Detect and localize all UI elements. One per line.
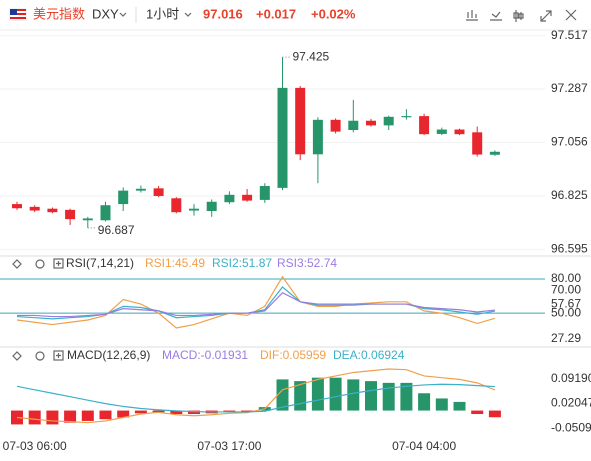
candle-body: [206, 201, 217, 212]
y-tick-label: 0.02047: [551, 396, 591, 410]
histogram-bar: [400, 382, 413, 411]
candle-body: [153, 188, 164, 196]
histogram-bar: [117, 410, 130, 418]
histogram-bar: [134, 410, 147, 414]
legend-entry: DEA:0.06924: [333, 348, 405, 362]
candle-body: [189, 208, 199, 211]
histogram-bar: [81, 410, 94, 421]
y-tick-label: 97.287: [551, 81, 588, 95]
histogram-bar: [46, 410, 59, 425]
indicator-line: [16, 383, 495, 413]
histogram-bar: [453, 401, 466, 411]
flag-icon: [9, 8, 27, 21]
candle-body: [489, 151, 500, 155]
y-tick-label: 50.00: [551, 305, 581, 319]
candle-body: [29, 206, 40, 211]
candle-body: [348, 120, 359, 130]
candle-body: [454, 129, 465, 135]
price: 97.016: [203, 6, 243, 21]
candle-body: [100, 205, 111, 221]
x-tick-label: 07-03 17:00: [197, 439, 261, 453]
y-tick-label: 96.595: [551, 241, 588, 255]
candle-body: [295, 87, 306, 155]
histogram-bar: [347, 379, 360, 411]
indicator-line: [16, 368, 496, 424]
histogram-bar: [99, 410, 112, 420]
candle-body: [436, 129, 447, 134]
histogram-bar: [435, 398, 448, 411]
change-percent: +0.02%: [311, 6, 356, 21]
candle-body: [419, 116, 430, 135]
legend-entry: MACD:-0.01931: [162, 348, 248, 362]
histogram-bar: [365, 381, 377, 411]
candle-body: [224, 194, 235, 203]
candle-body: [171, 198, 182, 213]
min-label: 96.687: [98, 223, 135, 237]
candle-body: [47, 208, 58, 213]
candle-body: [65, 209, 76, 220]
max-label: 97.425: [293, 49, 330, 63]
candle-body: [330, 119, 341, 132]
histogram-bar: [64, 410, 77, 423]
indicator-line: [16, 275, 496, 329]
y-tick-label: 97.517: [551, 28, 588, 42]
interval[interactable]: 1小时: [146, 6, 179, 21]
macd-controls[interactable]: [12, 350, 64, 361]
candle-body: [366, 120, 376, 126]
change: +0.017: [256, 6, 296, 21]
legend-entry: DIF:0.05959: [260, 348, 326, 362]
histogram-bar: [188, 410, 200, 415]
macd-title: MACD(12,26,9): [67, 348, 150, 362]
histogram-bar: [241, 410, 254, 412]
histogram-bar: [276, 379, 289, 411]
indicator-line: [16, 286, 496, 320]
candle-body: [472, 132, 483, 155]
symbol[interactable]: DXY: [92, 6, 119, 21]
histogram-bar: [471, 410, 484, 415]
instrument-name[interactable]: 美元指数: [33, 6, 85, 21]
rsi-title: RSI(7,14,21): [66, 256, 134, 270]
candle-body: [135, 188, 146, 191]
indicator-line: [17, 291, 495, 318]
candle-body: [242, 194, 253, 201]
dropdown-caret[interactable]: [184, 12, 192, 17]
rsi-controls[interactable]: [12, 258, 64, 269]
histogram-bar: [170, 410, 183, 415]
x-tick-label: 07-04 04:00: [392, 439, 456, 453]
dropdown-caret[interactable]: [119, 12, 127, 17]
y-tick-label: 27.29: [551, 331, 581, 345]
candle-body: [277, 87, 288, 188]
y-tick-label: 57.67: [551, 297, 581, 311]
candle-body: [401, 116, 412, 118]
y-tick-label: 0.09190: [551, 371, 591, 385]
x-tick-label: 07-03 06:00: [3, 439, 67, 453]
y-tick-label: 96.825: [551, 188, 588, 202]
histogram-bar: [329, 377, 342, 411]
candle-body: [312, 119, 323, 155]
y-tick-label: 80.00: [551, 271, 581, 285]
histogram-bar: [418, 393, 431, 411]
histogram-bar: [311, 377, 324, 411]
legend-entry: RSI2:51.87: [212, 256, 272, 270]
candle-body: [12, 204, 22, 209]
candle-body: [118, 190, 129, 205]
histogram-bar: [382, 382, 395, 411]
histogram-bar: [488, 410, 501, 418]
toolbar[interactable]: [466, 9, 577, 22]
y-tick-label: -0.05095: [551, 420, 591, 434]
candle-body: [82, 218, 93, 221]
histogram-bar: [28, 410, 41, 425]
y-tick-label: 97.056: [551, 135, 588, 149]
legend-entry: RSI1:45.49: [145, 256, 205, 270]
candle-body: [383, 116, 394, 126]
histogram-bar: [152, 410, 165, 413]
y-tick-label: 70.00: [551, 283, 581, 297]
candle-body: [259, 186, 270, 200]
legend-entry: RSI3:52.74: [277, 256, 337, 270]
